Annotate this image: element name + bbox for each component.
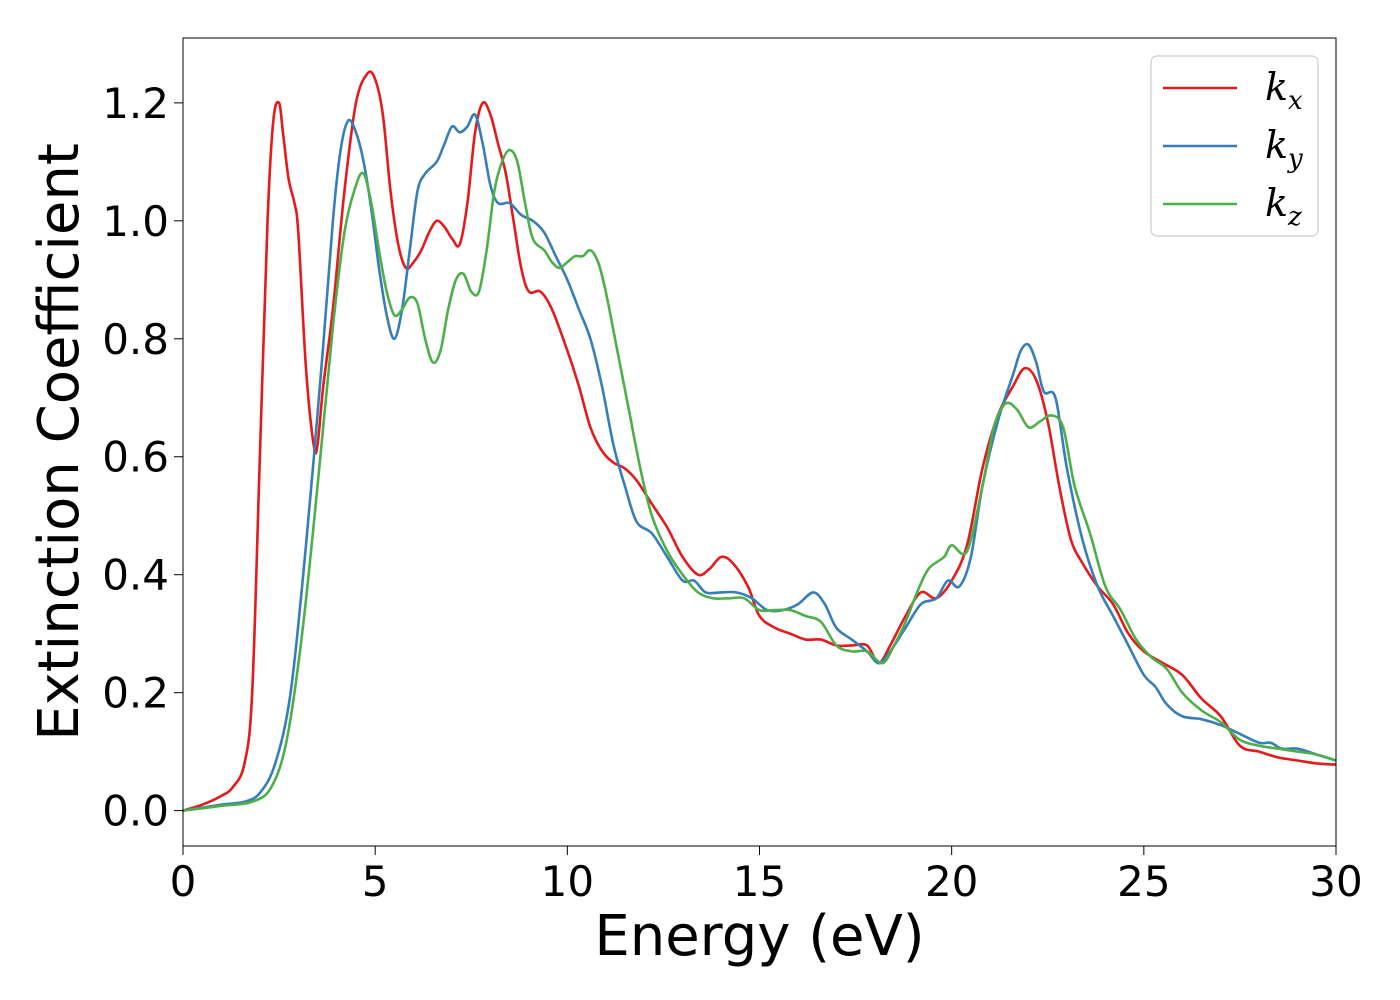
x-axis-title: Energy (eV) [594,904,924,969]
legend-label-base: k [1265,123,1288,167]
legend-label-z: kz [1265,181,1302,232]
legend-label-y: ky [1265,123,1303,174]
legend-label-base: k [1265,181,1288,225]
legend-label-base: k [1265,65,1288,109]
y-axis-title: Extinction Coefficient [27,143,92,741]
x-tick-label: 10 [541,857,594,906]
legend-label-subscript: z [1287,202,1302,232]
x-tick-label: 25 [1117,857,1170,906]
legend-label-subscript: y [1287,144,1303,174]
x-axis: 0 5 10 15 20 25 30 [170,846,1363,906]
series-line-y [183,112,1336,812]
series-line-x [183,70,1336,812]
x-tick-label: 30 [1309,857,1362,906]
series-line-z [183,148,1336,812]
y-tick-label: 1.2 [102,79,169,128]
y-tick-label: 0.0 [102,787,169,836]
y-tick-label: 0.4 [102,551,169,600]
y-tick-label: 0.2 [102,669,169,718]
x-tick-label: 5 [362,857,389,906]
series-group [183,70,1336,812]
y-axis: 0.0 0.2 0.4 0.6 0.8 1.0 1.2 [102,79,183,836]
legend-label-subscript: x [1288,86,1303,116]
x-tick-label: 0 [170,857,197,906]
y-tick-label: 0.8 [102,315,169,364]
legend-label-x: kx [1265,65,1303,116]
x-tick-label: 20 [925,857,978,906]
y-tick-label: 0.6 [102,433,169,482]
x-tick-label: 15 [733,857,786,906]
y-tick-label: 1.0 [102,197,169,246]
